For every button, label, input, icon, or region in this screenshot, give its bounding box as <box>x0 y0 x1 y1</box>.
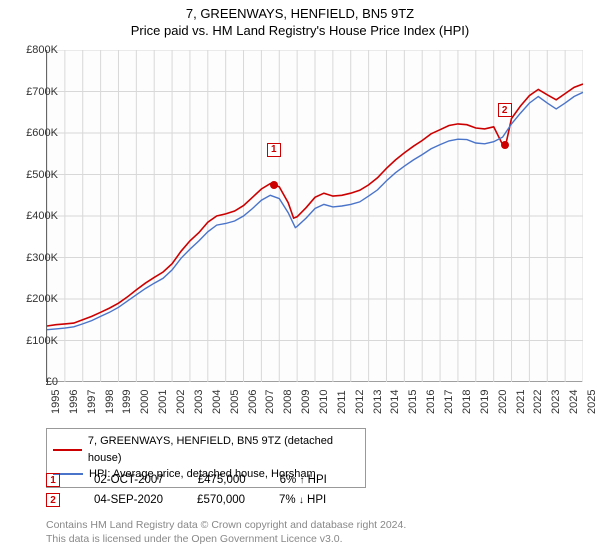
legend-item: 7, GREENWAYS, HENFIELD, BN5 9TZ (detache… <box>53 433 359 466</box>
y-axis-label: £400K <box>26 210 58 222</box>
x-axis-label: 2009 <box>300 390 312 414</box>
transaction-row: 2 04-SEP-2020 £570,000 7% ↓ HPI <box>46 490 582 510</box>
x-axis-label: 2003 <box>193 390 205 414</box>
x-axis-label: 2013 <box>372 390 384 414</box>
x-axis-label: 2023 <box>550 390 562 414</box>
chart-area: 12 <box>46 50 582 382</box>
x-axis-label: 2021 <box>515 390 527 414</box>
x-axis-label: 2015 <box>407 390 419 414</box>
tx-delta: 7% ↓ HPI <box>279 494 326 506</box>
marker-dot-2 <box>501 141 509 149</box>
x-axis-label: 2000 <box>139 390 151 414</box>
x-axis-label: 2006 <box>247 390 259 414</box>
y-axis-label: £0 <box>46 376 58 388</box>
tx-num-box: 1 <box>46 473 60 487</box>
tx-date: 04-SEP-2020 <box>94 494 163 506</box>
plot-region <box>46 50 582 382</box>
tx-price: £475,000 <box>198 474 246 486</box>
y-axis-label: £500K <box>26 169 58 181</box>
legend-label: 7, GREENWAYS, HENFIELD, BN5 9TZ (detache… <box>88 433 359 466</box>
x-axis-label: 1997 <box>86 390 98 414</box>
tx-delta: 6% ↑ HPI <box>280 474 327 486</box>
legend-swatch <box>53 449 82 451</box>
x-axis-label: 1999 <box>121 390 133 414</box>
footer-licence: This data is licensed under the Open Gov… <box>46 532 406 546</box>
footer-copyright: Contains HM Land Registry data © Crown c… <box>46 518 406 532</box>
x-axis-label: 2025 <box>586 390 598 414</box>
x-axis-label: 2012 <box>354 390 366 414</box>
x-axis-label: 2018 <box>461 390 473 414</box>
chart-title-desc: Price paid vs. HM Land Registry's House … <box>0 21 600 38</box>
y-axis-label: £600K <box>26 127 58 139</box>
x-axis-label: 2010 <box>318 390 330 414</box>
y-axis-label: £200K <box>26 293 58 305</box>
x-axis-label: 2020 <box>497 390 509 414</box>
chart-title-address: 7, GREENWAYS, HENFIELD, BN5 9TZ <box>0 0 600 21</box>
x-axis-label: 1995 <box>50 390 62 414</box>
x-axis-label: 2019 <box>479 390 491 414</box>
marker-dot-1 <box>270 181 278 189</box>
tx-date: 02-OCT-2007 <box>94 474 164 486</box>
y-axis-label: £300K <box>26 252 58 264</box>
x-axis-label: 2016 <box>425 390 437 414</box>
x-axis-label: 2005 <box>229 390 241 414</box>
marker-box-2: 2 <box>498 103 512 117</box>
footer: Contains HM Land Registry data © Crown c… <box>46 518 406 546</box>
y-axis-label: £100K <box>26 335 58 347</box>
transactions: 1 02-OCT-2007 £475,000 6% ↑ HPI 2 04-SEP-2020… <box>46 470 582 510</box>
plot-svg <box>47 50 583 382</box>
transaction-row: 1 02-OCT-2007 £475,000 6% ↑ HPI <box>46 470 582 490</box>
marker-box-1: 1 <box>267 143 281 157</box>
x-axis-label: 2001 <box>157 390 169 414</box>
x-axis-label: 1998 <box>104 390 116 414</box>
x-axis-label: 2011 <box>336 390 348 414</box>
x-axis-label: 2008 <box>282 390 294 414</box>
x-axis-label: 2004 <box>211 390 223 414</box>
x-axis-label: 2022 <box>532 390 544 414</box>
chart-container: 7, GREENWAYS, HENFIELD, BN5 9TZ Price pa… <box>0 0 600 560</box>
y-axis-label: £800K <box>26 44 58 56</box>
x-axis-label: 2014 <box>389 390 401 414</box>
tx-price: £570,000 <box>197 494 245 506</box>
x-axis-label: 1996 <box>68 390 80 414</box>
y-axis-label: £700K <box>26 86 58 98</box>
x-axis-label: 2017 <box>443 390 455 414</box>
x-axis-label: 2024 <box>568 390 580 414</box>
x-axis-label: 2002 <box>175 390 187 414</box>
tx-num-box: 2 <box>46 493 60 507</box>
x-axis-label: 2007 <box>264 390 276 414</box>
